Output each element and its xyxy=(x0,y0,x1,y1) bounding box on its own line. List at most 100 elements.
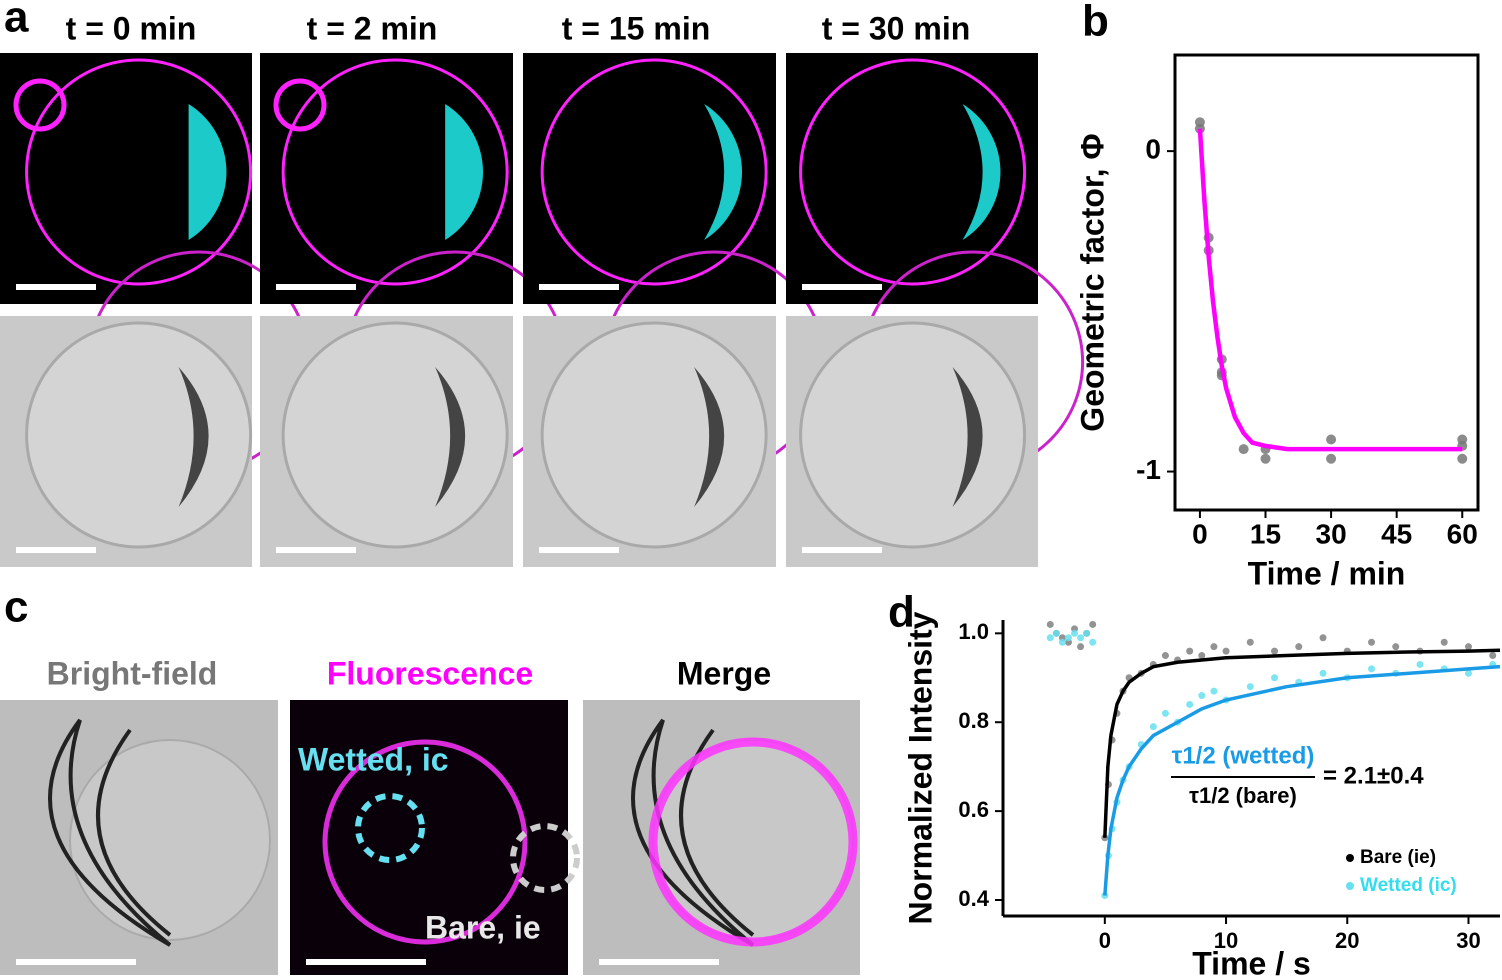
data-point xyxy=(1198,652,1206,660)
roi-wetted xyxy=(355,793,425,863)
membrane xyxy=(25,58,253,286)
data-point xyxy=(1326,453,1337,464)
data-point xyxy=(1260,453,1271,464)
data-point xyxy=(1271,647,1279,655)
legend-label: Wetted (ic) xyxy=(1360,875,1457,896)
equation-numerator: τ1/2 (wetted) xyxy=(1172,742,1315,769)
x-tick-label: 30 xyxy=(1456,928,1480,953)
data-point xyxy=(1064,634,1072,642)
membrane xyxy=(322,739,528,945)
crescent xyxy=(952,367,983,507)
roi-label: Bare, ie xyxy=(425,909,541,945)
image-title: Bright-field xyxy=(47,655,218,691)
panel-label: b xyxy=(1082,0,1109,46)
time-label: t = 2 min xyxy=(307,10,438,46)
x-axis-label: Time / min xyxy=(1248,555,1406,591)
data-point xyxy=(1368,638,1376,646)
droplet-cyan xyxy=(188,104,227,240)
y-axis-label: Normalized Intensity xyxy=(902,611,938,924)
data-point xyxy=(1238,444,1249,455)
data-point xyxy=(1392,643,1400,651)
membrane xyxy=(281,58,509,286)
membrane xyxy=(648,737,858,947)
panel-label: a xyxy=(4,0,29,42)
data-point xyxy=(1489,652,1497,660)
crescent xyxy=(48,718,172,947)
data-point xyxy=(1246,683,1254,691)
x-tick-label: 60 xyxy=(1447,518,1478,549)
data-point xyxy=(1083,629,1091,637)
data-point xyxy=(1440,638,1448,646)
droplet-outline xyxy=(281,321,509,549)
x-tick-label: 20 xyxy=(1335,928,1359,953)
legend-marker xyxy=(1346,882,1354,890)
vesicle xyxy=(273,78,327,132)
plot-frame xyxy=(1173,53,1480,512)
data-point xyxy=(1149,723,1157,731)
time-label: t = 15 min xyxy=(562,10,711,46)
fit-line xyxy=(1103,648,1501,838)
image-title: Fluorescence xyxy=(327,655,533,691)
y-tick-label: 0.6 xyxy=(958,797,989,822)
x-tick-label: 0 xyxy=(1099,928,1111,953)
legend-label: Bare (ie) xyxy=(1360,847,1436,868)
fit-line xyxy=(1103,664,1501,896)
fit-line xyxy=(1197,128,1463,452)
fluorescence-image xyxy=(786,53,1038,304)
data-point xyxy=(1416,660,1424,668)
y-tick-label: 0.4 xyxy=(958,886,989,911)
data-point xyxy=(1089,638,1097,646)
data-point xyxy=(1271,674,1279,682)
crescent xyxy=(694,367,725,507)
membrane xyxy=(799,58,1027,286)
x-tick-label: 45 xyxy=(1381,518,1412,549)
data-point xyxy=(1046,634,1054,642)
image-title: Merge xyxy=(677,655,771,691)
x-axis-label: Time / s xyxy=(1192,945,1311,980)
droplet-outline xyxy=(25,321,253,549)
data-point xyxy=(1464,643,1472,651)
roi-label: Wetted, ic xyxy=(298,741,449,777)
droplet-cyan xyxy=(704,104,743,240)
data-point xyxy=(1052,629,1060,637)
y-tick-label: 0.8 xyxy=(958,708,989,733)
vesicle xyxy=(13,78,67,132)
data-point xyxy=(1186,700,1194,708)
data-point xyxy=(1319,634,1327,642)
droplet-cyan xyxy=(445,104,484,240)
data-point xyxy=(1198,692,1206,700)
y-tick-label: 0 xyxy=(1145,134,1161,165)
data-point xyxy=(1210,687,1218,695)
x-tick-label: 10 xyxy=(1214,928,1238,953)
droplet-outline xyxy=(799,321,1027,549)
x-tick-label: 15 xyxy=(1250,518,1281,549)
data-point xyxy=(1222,647,1230,655)
droplet-outline xyxy=(540,321,768,549)
data-point xyxy=(1210,643,1218,651)
data-point xyxy=(1058,638,1066,646)
crescent xyxy=(435,367,466,507)
data-point xyxy=(1319,669,1327,677)
data-point xyxy=(1077,643,1085,651)
panel-label: d xyxy=(888,588,915,637)
crescent xyxy=(178,367,209,507)
y-tick-label: -1 xyxy=(1136,454,1161,485)
roi-bare xyxy=(510,823,580,893)
panel-label: c xyxy=(4,583,28,632)
data-point xyxy=(1186,647,1194,655)
data-point xyxy=(1089,620,1097,628)
legend-marker xyxy=(1346,854,1354,862)
data-point xyxy=(1077,634,1085,642)
micrographs xyxy=(0,53,1085,975)
equation-result: = 2.1±0.4 xyxy=(1323,762,1424,789)
data-point xyxy=(1046,620,1054,628)
data-point xyxy=(1326,434,1337,445)
x-tick-label: 0 xyxy=(1192,518,1208,549)
data-point xyxy=(1246,638,1254,646)
droplet-cyan xyxy=(962,104,1001,240)
time-label: t = 30 min xyxy=(822,10,971,46)
membrane xyxy=(540,58,768,286)
data-point xyxy=(1457,453,1468,464)
x-tick-label: 30 xyxy=(1316,518,1347,549)
